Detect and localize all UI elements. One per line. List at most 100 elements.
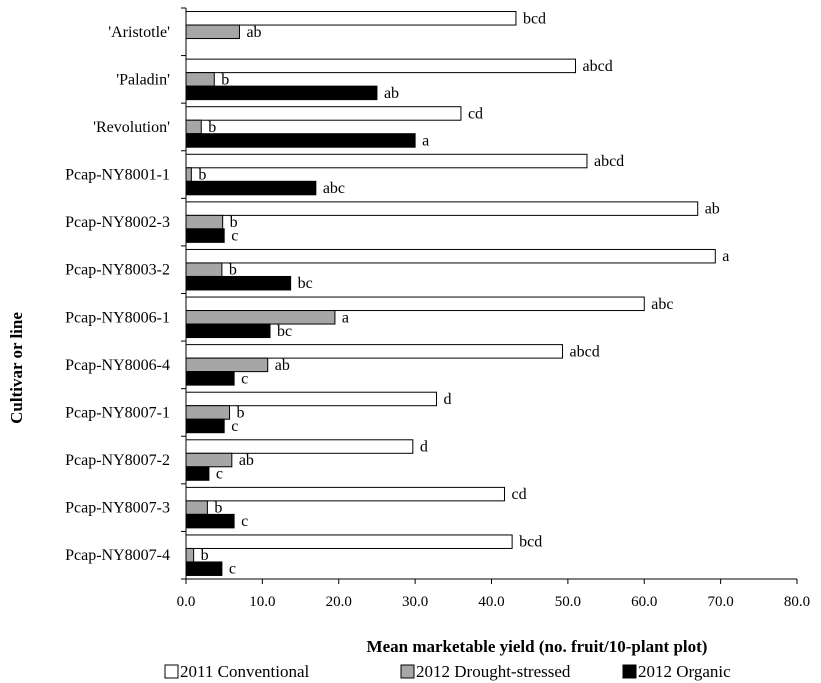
y-tick-label: Pcap-NY8007-1	[65, 404, 170, 421]
y-axis-label: Cultivar or line	[7, 312, 26, 424]
bar-2012-drought-stressed-pcap-ny8006-1	[185, 310, 336, 325]
y-tick-label: 'Aristotle'	[108, 24, 170, 41]
bar-label: ab	[705, 201, 720, 218]
bar-2012-organic-revolution	[185, 133, 416, 148]
bar-label: bc	[277, 323, 292, 340]
bar-2012-organic-pcap-ny8006-4	[185, 371, 235, 386]
bar-label: abcd	[594, 153, 624, 170]
bar-2012-drought-stressed-pcap-ny8007-4	[185, 547, 195, 563]
bar-label: cd	[511, 486, 526, 503]
bar-label: b	[201, 547, 209, 564]
y-axis: 'Aristotle' 'Paladin' 'Revolution' Pcap-NY8…	[65, 7, 187, 580]
legend-label: 2012 Drought-stressed	[416, 662, 571, 681]
bar-label: ab	[384, 85, 399, 102]
bar-2012-drought-stressed-pcap-ny8007-2	[185, 452, 233, 468]
bar-2011-conventional-aristotle	[185, 11, 517, 26]
x-tick-label: 0.0	[177, 594, 196, 610]
bar-label: a	[422, 132, 429, 149]
bar-2012-organic-pcap-ny8007-4	[185, 561, 223, 576]
bar-2012-organic-pcap-ny8006-1	[185, 323, 271, 339]
bar-label: abcd	[570, 343, 600, 360]
bar-2012-drought-stressed-pcap-ny8006-4	[185, 357, 269, 373]
legend-swatch-2012-organic	[622, 664, 637, 679]
bar-2012-drought-stressed-pcap-ny8002-3	[185, 214, 224, 230]
y-tick-label: Pcap-NY8002-3	[65, 214, 170, 231]
bar-label: b	[221, 71, 229, 88]
bar-label: abc	[651, 296, 673, 313]
x-axis: 0.0 10.0 20.0 30.0 40.0 50.0 60.0 70.0 80.0	[177, 578, 810, 610]
plot-area: bcdababcdbabcdbaabcdbabcabbcabbcabcabcab…	[185, 10, 729, 578]
bar-2012-organic-pcap-ny8003-2	[185, 275, 292, 291]
y-tick-label: 'Revolution'	[93, 119, 170, 136]
y-tick-label: Pcap-NY8007-3	[65, 500, 170, 517]
y-tick-label: Pcap-NY8006-1	[65, 309, 170, 326]
x-tick-label: 60.0	[631, 594, 657, 610]
bar-2011-conventional-pcap-ny8001-1	[185, 153, 588, 169]
bar-label: ab	[239, 452, 254, 469]
bar-2011-conventional-revolution	[185, 106, 462, 121]
bar-2011-conventional-pcap-ny8006-1	[185, 296, 645, 312]
bar-2011-conventional-paladin	[185, 58, 577, 74]
bar-label: cd	[468, 105, 483, 122]
bar-label: b	[229, 262, 237, 279]
bar-2012-organic-pcap-ny8002-3	[185, 228, 225, 243]
bar-2012-organic-pcap-ny8007-2	[185, 466, 210, 481]
bar-2012-organic-pcap-ny8001-1	[185, 180, 317, 196]
x-tick-label: 40.0	[478, 594, 504, 610]
bar-2012-drought-stressed-paladin	[185, 72, 215, 87]
bar-label: b	[208, 119, 216, 136]
y-tick-label: Pcap-NY8006-4	[65, 357, 170, 374]
bar-2011-conventional-pcap-ny8006-4	[185, 344, 564, 359]
bar-2012-drought-stressed-aristotle	[185, 24, 240, 40]
bar-label: c	[241, 513, 248, 530]
bar-label: d	[420, 439, 428, 456]
legend: 2011 Conventional 2012 Drought-stressed 20…	[164, 662, 731, 681]
x-tick-label: 80.0	[784, 594, 810, 610]
legend-swatch-2012-drought-stressed	[400, 664, 415, 679]
bar-label: ab	[275, 357, 290, 374]
bar-label: c	[216, 466, 223, 483]
bar-label: d	[444, 391, 452, 408]
bar-label: c	[241, 370, 248, 387]
bar-label: bcd	[519, 534, 542, 551]
bar-label: abcd	[583, 58, 613, 75]
bar-label: ab	[246, 24, 261, 41]
bar-2011-conventional-pcap-ny8003-2	[185, 248, 716, 264]
bar-2012-drought-stressed-pcap-ny8003-2	[185, 262, 223, 277]
bar-label: bc	[298, 275, 313, 292]
bar-2012-organic-paladin	[185, 85, 378, 101]
bar-label: b	[214, 500, 222, 517]
x-tick-label: 70.0	[708, 594, 734, 610]
y-tick-label: Pcap-NY8007-2	[65, 452, 170, 469]
bar-2011-conventional-pcap-ny8002-3	[185, 201, 699, 216]
bar-label: a	[722, 248, 729, 265]
bar-2012-organic-pcap-ny8007-3	[185, 513, 235, 529]
bar-2011-conventional-pcap-ny8007-4	[185, 534, 513, 549]
legend-label: 2011 Conventional	[180, 662, 309, 681]
bar-label: a	[342, 309, 349, 326]
x-tick-label: 50.0	[555, 594, 581, 610]
y-tick-label: Pcap-NY8003-2	[65, 262, 170, 279]
bar-2012-drought-stressed-pcap-ny8001-1	[185, 167, 192, 182]
bar-label: c	[231, 228, 238, 245]
x-tick-label: 20.0	[326, 594, 352, 610]
legend-swatch-2011-conventional	[164, 664, 179, 679]
bar-label: bcd	[523, 10, 546, 27]
bar-label: abc	[323, 180, 345, 197]
y-tick-label: Pcap-NY8001-1	[65, 167, 170, 184]
x-axis-label: Mean marketable yield (no. fruit/10-plan…	[367, 637, 708, 656]
bar-label: b	[198, 167, 206, 184]
bar-2012-drought-stressed-revolution	[185, 119, 202, 135]
bar-2011-conventional-pcap-ny8007-1	[185, 391, 438, 407]
bar-2011-conventional-pcap-ny8007-3	[185, 486, 505, 502]
y-tick-label: Pcap-NY8007-4	[65, 547, 170, 564]
x-tick-label: 10.0	[249, 594, 275, 610]
bar-label: b	[237, 404, 245, 421]
bar-label: c	[231, 418, 238, 435]
legend-label: 2012 Organic	[638, 662, 731, 681]
bar-2012-drought-stressed-pcap-ny8007-1	[185, 405, 231, 420]
bar-2011-conventional-pcap-ny8007-2	[185, 439, 414, 454]
x-tick-label: 30.0	[402, 594, 428, 610]
bar-2012-drought-stressed-pcap-ny8007-3	[185, 500, 208, 515]
